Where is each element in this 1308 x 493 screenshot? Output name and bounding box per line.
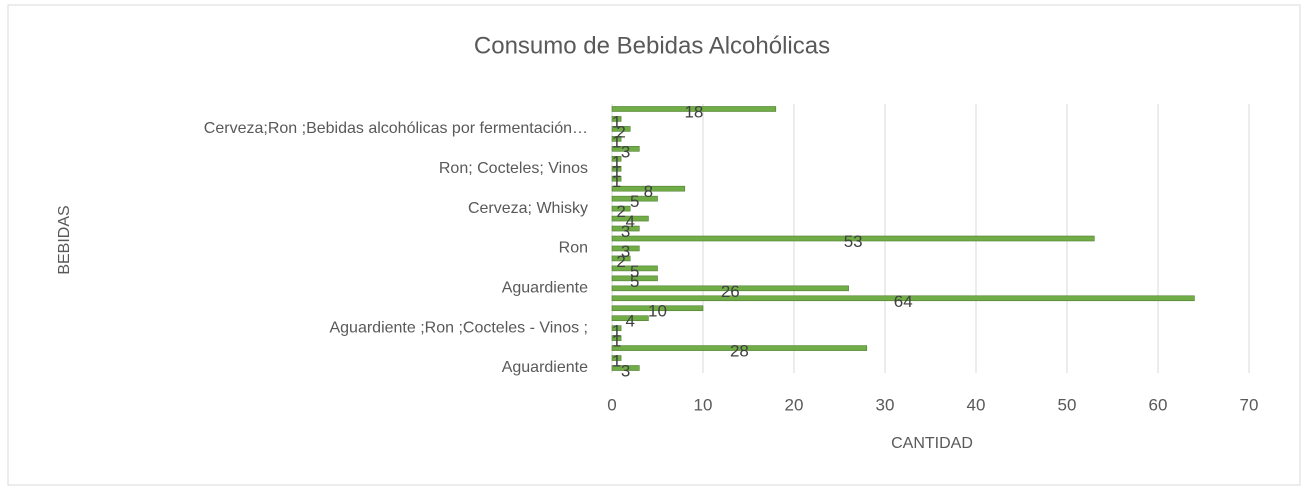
value-label: 1 bbox=[612, 332, 621, 351]
bar bbox=[611, 275, 658, 282]
x-tick-label: 50 bbox=[1058, 395, 1077, 414]
value-label: 4 bbox=[625, 312, 634, 331]
bar bbox=[611, 335, 622, 341]
y-axis-title: BEBIDAS bbox=[56, 205, 73, 274]
y-tick-label: Aguardiente bbox=[502, 280, 588, 297]
chart-title: Consumo de Bebidas Alcohólicas bbox=[474, 32, 830, 59]
value-label: 1 bbox=[612, 352, 621, 371]
x-tick-label: 60 bbox=[1149, 395, 1168, 414]
bar bbox=[611, 325, 622, 331]
bar bbox=[611, 265, 658, 272]
value-label: 64 bbox=[894, 292, 913, 311]
x-tick-label: 20 bbox=[785, 395, 804, 414]
value-label: 5 bbox=[630, 272, 639, 291]
value-label: 53 bbox=[844, 232, 863, 251]
bar bbox=[611, 116, 622, 122]
y-tick-label: Ron; Cocteles; Vinos bbox=[439, 160, 588, 177]
value-label: 5 bbox=[630, 192, 639, 211]
bar bbox=[611, 136, 622, 142]
bar bbox=[611, 315, 649, 322]
bar bbox=[611, 185, 686, 192]
bar bbox=[611, 255, 631, 262]
y-tick-label: Cerveza; Whisky bbox=[468, 200, 588, 217]
bar bbox=[611, 155, 622, 162]
x-tick-label: 10 bbox=[694, 395, 713, 414]
bar bbox=[611, 126, 631, 132]
value-label: 18 bbox=[684, 102, 703, 121]
bar bbox=[611, 146, 640, 152]
bar bbox=[611, 285, 849, 292]
value-label: 3 bbox=[621, 222, 630, 241]
chart-border bbox=[7, 4, 1301, 486]
bar bbox=[611, 295, 1195, 302]
value-label: 4 bbox=[625, 212, 634, 231]
x-tick-label: 40 bbox=[967, 395, 986, 414]
y-tick-label: Aguardiente ;Ron ;Cocteles - Vinos ; bbox=[329, 319, 588, 336]
value-label: 5 bbox=[630, 262, 639, 281]
x-axis-title: CANTIDAD bbox=[891, 435, 973, 452]
value-label: 3 bbox=[621, 362, 630, 381]
value-label: 8 bbox=[644, 182, 653, 201]
value-label: 1 bbox=[612, 152, 621, 171]
value-label: 1 bbox=[612, 322, 621, 341]
bar bbox=[611, 305, 704, 312]
value-label: 1 bbox=[612, 132, 621, 151]
value-label: 1 bbox=[612, 162, 621, 181]
x-tick-label: 70 bbox=[1240, 395, 1259, 414]
bar bbox=[611, 175, 622, 182]
y-tick-label: Aguardiente bbox=[502, 359, 588, 376]
bar bbox=[611, 245, 640, 252]
bar bbox=[611, 355, 622, 361]
bar bbox=[611, 365, 640, 371]
value-label: 2 bbox=[616, 252, 625, 271]
bar bbox=[611, 345, 868, 351]
value-label: 10 bbox=[648, 302, 667, 321]
y-tick-label: Cerveza;Ron ;Bebidas alcohólicas por fer… bbox=[204, 120, 588, 137]
y-tick-label: Ron bbox=[559, 240, 588, 257]
bar bbox=[611, 215, 649, 222]
x-tick-label: 30 bbox=[876, 395, 895, 414]
value-label: 1 bbox=[612, 112, 621, 131]
bar bbox=[611, 106, 777, 112]
value-label: 3 bbox=[621, 142, 630, 161]
value-label: 2 bbox=[616, 202, 625, 221]
value-label: 3 bbox=[621, 242, 630, 261]
x-tick-label: 0 bbox=[607, 395, 616, 414]
value-label: 28 bbox=[730, 342, 749, 361]
value-label: 26 bbox=[721, 282, 740, 301]
bar bbox=[611, 205, 631, 212]
bar bbox=[611, 225, 640, 232]
bar bbox=[611, 235, 1095, 242]
value-label: 2 bbox=[616, 122, 625, 141]
bar bbox=[611, 165, 622, 172]
bar bbox=[611, 195, 658, 202]
value-label: 1 bbox=[612, 172, 621, 191]
